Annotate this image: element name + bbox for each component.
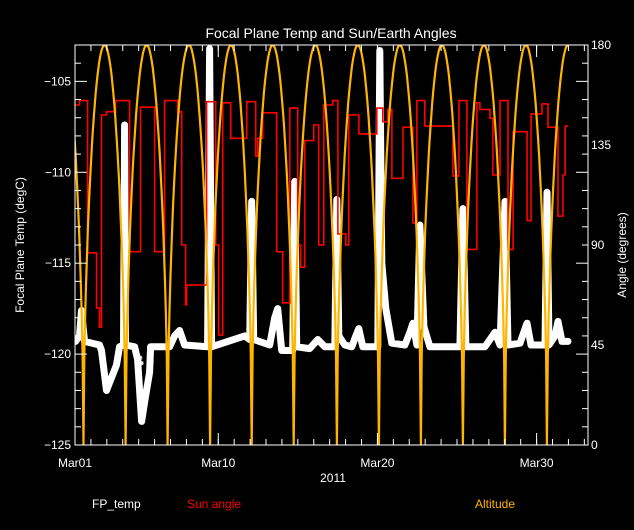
sun-angle-line: [75, 99, 568, 336]
legend-altitude: Altitude: [475, 497, 515, 511]
y-tick-label: −110: [45, 165, 71, 179]
x-tick-label: Mar01: [58, 456, 92, 470]
legend-fp-temp: FP_temp: [92, 497, 141, 511]
legend-sun-angle: Sun angle: [187, 497, 241, 511]
x-tick-label: Mar30: [520, 456, 554, 470]
series-layer: [75, 45, 572, 445]
y-tick-label: −120: [44, 347, 71, 361]
x-tick-label: Mar20: [360, 456, 394, 470]
fp-temp-line: [75, 45, 572, 425]
y-tick-label: −105: [44, 74, 71, 88]
y2-tick-label: 90: [591, 238, 605, 252]
fp-temp-outlier-point: [137, 355, 143, 361]
y2-tick-label: 45: [591, 338, 605, 352]
y2-tick-label: 0: [591, 438, 598, 452]
y2-tick-label: 180: [591, 38, 611, 52]
fp-temp-outlier-point: [138, 360, 144, 366]
y-tick-label: −125: [44, 438, 71, 452]
y-tick-label: −115: [45, 256, 71, 270]
y2-tick-label: 135: [591, 138, 611, 152]
x-axis-label: 2011: [320, 471, 346, 485]
y-axis-label: Focal Plane Temp (degC): [13, 177, 27, 313]
chart-title: Focal Plane Temp and Sun/Earth Angles: [205, 25, 456, 41]
y2-axis-label: Angle (degrees): [615, 212, 629, 297]
axis-ticks: Mar01 Mar10 Mar20 Mar30 −125 −120 −115 −110 −105…: [44, 38, 611, 470]
fp-temp-outlier-point: [148, 358, 154, 364]
x-tick-label: Mar10: [201, 456, 235, 470]
